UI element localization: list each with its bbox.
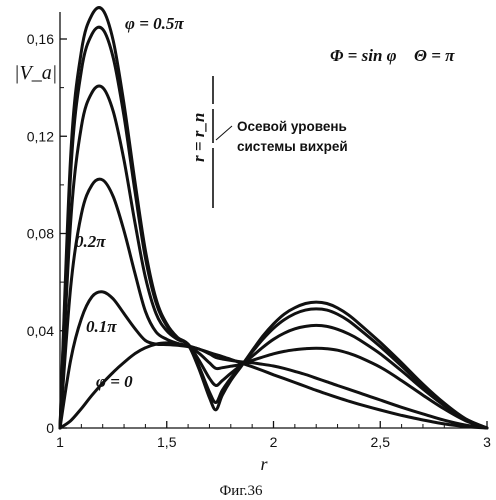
figure-caption: Фиг.36 bbox=[219, 483, 263, 499]
series-label-phi-05pi: φ = 0.5π bbox=[125, 14, 184, 33]
marker-text-line2: системы вихрей bbox=[237, 139, 348, 154]
y-tick-label: 0,04 bbox=[27, 323, 54, 339]
series-label-phi-0: φ = 0 bbox=[96, 372, 133, 391]
series-line-5 bbox=[58, 6, 489, 430]
series-line-3 bbox=[58, 84, 489, 430]
series-label-01pi: 0.1π bbox=[86, 317, 117, 336]
y-axis-label: |V_a| bbox=[14, 62, 57, 84]
y-tick-label: 0 bbox=[46, 420, 54, 436]
marker-leader bbox=[215, 125, 233, 141]
x-tick-label: 3 bbox=[483, 434, 491, 450]
x-axis-label: r bbox=[260, 454, 268, 474]
series-line-2 bbox=[58, 177, 489, 430]
tick-group: 1 1,5 2 2,5 3 0 0,04 0,08 0,12 0,16 bbox=[27, 31, 491, 450]
curve-group bbox=[58, 6, 489, 430]
y-tick-label: 0,16 bbox=[27, 31, 54, 47]
y-tick-label: 0,12 bbox=[27, 128, 54, 144]
marker-text-line1: Осевой уровень bbox=[237, 119, 347, 134]
x-tick-label: 2,5 bbox=[371, 434, 391, 450]
x-tick-label: 2 bbox=[270, 434, 278, 450]
series-line-1 bbox=[58, 290, 489, 430]
formula-theta: Θ = π bbox=[414, 46, 455, 65]
marker-label: r = r_n bbox=[189, 113, 208, 162]
series-label-02pi: 0.2π bbox=[75, 232, 106, 251]
formula-phi: Φ = sin φ bbox=[330, 46, 397, 65]
y-tick-label: 0,08 bbox=[27, 226, 54, 242]
x-tick-label: 1 bbox=[56, 434, 64, 450]
x-tick-label: 1,5 bbox=[157, 434, 177, 450]
